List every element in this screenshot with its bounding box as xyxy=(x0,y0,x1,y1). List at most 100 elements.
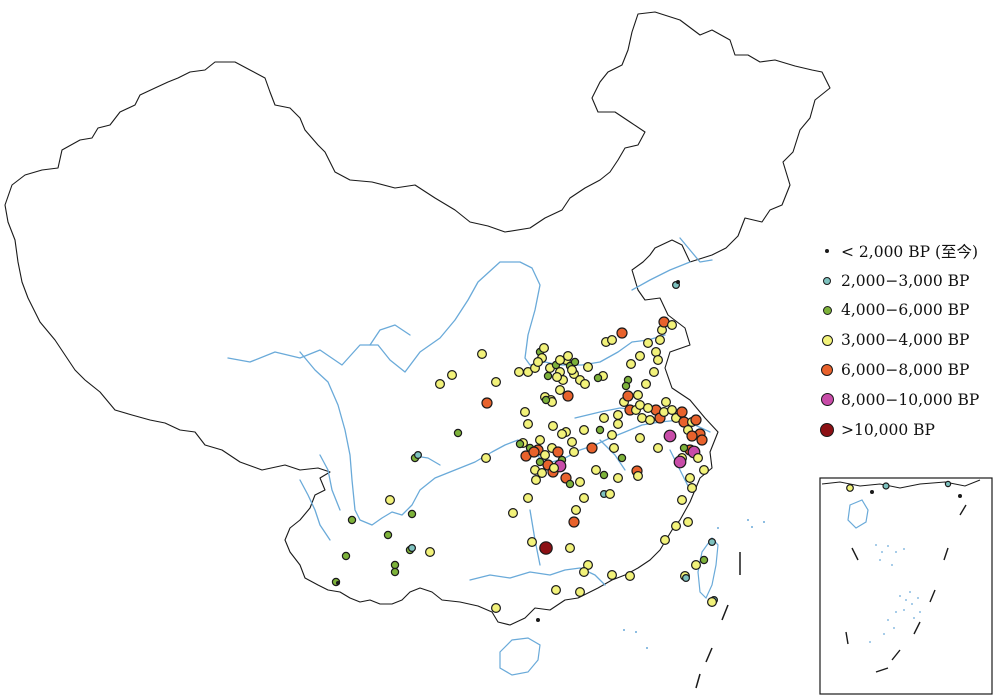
island-dot xyxy=(887,619,889,621)
site-marker xyxy=(526,536,537,547)
site-marker xyxy=(659,534,670,545)
site-marker xyxy=(522,493,533,504)
legend-label: 4,000−6,000 BP xyxy=(841,301,970,320)
site-marker xyxy=(554,385,565,396)
site-marker xyxy=(621,381,631,391)
site-marker xyxy=(660,397,671,408)
site-marker xyxy=(690,559,701,570)
site-marker xyxy=(554,355,565,366)
site-marker xyxy=(341,551,351,561)
site-marker xyxy=(543,371,553,381)
site-marker xyxy=(515,439,525,449)
island-dot xyxy=(869,641,871,643)
site-marker xyxy=(578,425,589,436)
legend-label: 2,000−3,000 BP xyxy=(841,271,970,290)
island-dot xyxy=(893,627,895,629)
site-marker xyxy=(658,407,669,418)
island-dot xyxy=(747,519,749,521)
site-marker xyxy=(676,495,687,506)
site-marker xyxy=(425,546,436,557)
site-marker xyxy=(595,425,605,435)
site-marker xyxy=(606,569,617,580)
site-marker xyxy=(547,421,558,432)
legend-label: 6,000−8,000 BP xyxy=(841,361,970,380)
island-dot xyxy=(911,603,913,605)
site-marker xyxy=(684,473,695,484)
island-dot xyxy=(903,548,905,550)
site-marker xyxy=(666,320,677,331)
site-marker xyxy=(536,468,547,479)
site-marker xyxy=(552,446,564,458)
site-marker xyxy=(562,390,574,402)
site-marker xyxy=(624,570,635,581)
inset-content xyxy=(821,479,981,673)
site-marker xyxy=(598,413,609,424)
legend-swatch xyxy=(825,248,829,253)
site-marker xyxy=(666,405,677,416)
site-marker xyxy=(634,433,645,444)
site-marker xyxy=(477,349,488,360)
island-dot xyxy=(763,521,765,523)
site-marker xyxy=(676,280,680,284)
legend: < 2,000 BP (至今) 2,000−3,000 BP 4,000−6,0… xyxy=(816,236,979,445)
island-dot xyxy=(635,631,637,633)
site-marker xyxy=(570,505,581,516)
legend-swatch xyxy=(820,422,834,437)
island-dot xyxy=(717,527,719,529)
site-marker xyxy=(564,542,575,553)
site-marker xyxy=(550,584,561,595)
legend-swatch xyxy=(820,393,834,407)
site-marker xyxy=(673,455,687,469)
site-marker xyxy=(632,390,643,401)
legend-label: >10,000 BP xyxy=(841,420,935,439)
site-marker xyxy=(698,465,709,476)
site-marker xyxy=(608,443,619,454)
site-marker xyxy=(551,372,562,383)
site-marker xyxy=(541,395,551,405)
legend-item: 4,000−6,000 BP xyxy=(816,296,979,326)
hainan-outline xyxy=(499,637,541,676)
site-marker xyxy=(642,403,653,414)
site-marker xyxy=(586,442,598,454)
site-marker xyxy=(336,581,340,585)
site-marker xyxy=(578,493,589,504)
site-marker xyxy=(632,471,643,482)
legend-item: 8,000−10,000 BP xyxy=(816,385,979,415)
legend-swatch xyxy=(821,334,833,346)
site-marker xyxy=(508,508,519,519)
island-dot xyxy=(646,647,648,649)
legend-label: 8,000−10,000 BP xyxy=(841,390,980,409)
site-marker xyxy=(579,379,590,390)
site-marker xyxy=(652,355,663,366)
site-marker xyxy=(565,479,575,489)
site-marker xyxy=(606,430,617,441)
site-marker xyxy=(582,362,593,373)
island-dot xyxy=(895,611,897,613)
island-dot xyxy=(905,599,907,601)
island-dot xyxy=(887,545,889,547)
site-marker xyxy=(616,327,628,339)
site-marker xyxy=(663,429,677,443)
site-marker xyxy=(654,335,665,346)
island-dot xyxy=(895,551,897,553)
site-marker xyxy=(566,437,577,448)
island-dot xyxy=(903,609,905,611)
site-marker xyxy=(574,586,585,597)
site-marker xyxy=(519,407,530,418)
site-marker xyxy=(548,463,559,474)
site-marker xyxy=(562,351,573,362)
site-marker xyxy=(640,379,651,390)
site-marker xyxy=(578,566,589,577)
site-marker xyxy=(650,347,661,358)
island-dot xyxy=(919,611,921,613)
site-marker xyxy=(347,515,357,525)
site-marker xyxy=(570,357,580,367)
site-marker xyxy=(617,453,627,463)
legend-item: 2,000−3,000 BP xyxy=(816,266,979,296)
site-marker xyxy=(612,473,623,484)
site-marker xyxy=(696,434,708,446)
site-marker xyxy=(528,446,540,458)
site-marker xyxy=(522,419,533,430)
site-marker xyxy=(568,447,579,458)
